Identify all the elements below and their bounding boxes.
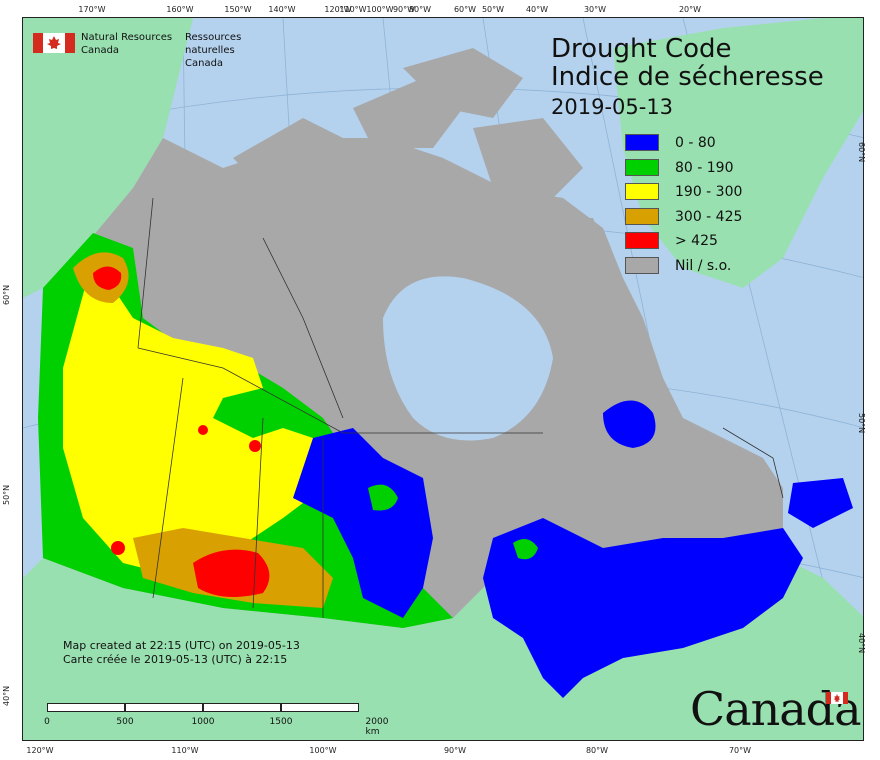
tick-bottom-label: 110°W xyxy=(171,746,199,755)
scale-label: 2000 km xyxy=(365,717,389,737)
tick-top-label: 30°W xyxy=(583,5,607,14)
legend-label: 300 - 425 xyxy=(675,208,743,225)
zone-blue-labrador xyxy=(603,400,656,448)
map-frame[interactable] xyxy=(22,17,864,741)
tick-top-label: 150°W xyxy=(224,5,252,14)
tick-top-label: 80°W xyxy=(408,5,432,14)
tick-top-label: 100°W xyxy=(366,5,394,14)
scale-segment xyxy=(125,703,203,712)
legend-item: 0 - 80 xyxy=(625,134,805,159)
tick-right-label: 40°N xyxy=(857,633,866,654)
tick-top-label: 120°W xyxy=(324,5,352,14)
tick-left-label: 60°N xyxy=(2,284,11,305)
tick-top-label: 170°W xyxy=(78,5,106,14)
tick-top-label: 50°W xyxy=(481,5,505,14)
map-date: 2019-05-13 xyxy=(551,95,674,119)
zone-blue-manitoba xyxy=(293,428,433,618)
tick-bottom-label: 120°W xyxy=(26,746,54,755)
drought-map xyxy=(23,18,863,740)
legend-label: 0 - 80 xyxy=(675,135,716,151)
legend-item: 300 - 425 xyxy=(625,207,805,233)
zone-yellow-west xyxy=(63,258,323,578)
tick-bottom-label: 100°W xyxy=(309,746,337,755)
scale-segment xyxy=(281,703,359,712)
scale-segment xyxy=(47,703,125,712)
zone-red-spot-1 xyxy=(249,440,261,452)
agency-fr-line1: Ressources naturelles xyxy=(185,32,242,56)
legend: 0 - 80 80 - 190 190 - 300 300 - 425 > 42… xyxy=(625,134,805,281)
tick-top-label: 40°W xyxy=(525,5,549,14)
tick-top-label: 60°W xyxy=(453,5,477,14)
tick-top-label: 160°W xyxy=(166,5,194,14)
zone-blue-newfoundland xyxy=(788,478,853,528)
legend-item: Nil / s.o. xyxy=(625,256,805,282)
scale-label: 1500 xyxy=(269,717,293,727)
agency-name-fr: Ressources naturelles Canada xyxy=(185,31,243,70)
tick-top-label: 90°W xyxy=(392,5,416,14)
zone-blue-ontario-quebec xyxy=(483,518,803,698)
legend-item: 190 - 300 xyxy=(625,183,805,208)
agency-en-line2: Canada xyxy=(81,45,120,56)
tick-top-label: 20°W xyxy=(678,5,702,14)
tick-top-label: 110°W xyxy=(339,5,367,14)
legend-label: 80 - 190 xyxy=(675,159,734,176)
greenland-land xyxy=(613,18,863,288)
map-credit: Map created at 22:15 (UTC) on 2019-05-13… xyxy=(63,639,300,667)
wordmark-flag-icon xyxy=(826,692,848,704)
zone-red-spot-3 xyxy=(111,541,125,555)
canada-flag-icon xyxy=(33,33,75,53)
map-title-fr: Indice de sécheresse xyxy=(551,62,824,92)
scale-label: 0 xyxy=(44,717,50,727)
legend-swatch xyxy=(625,232,659,249)
tick-bottom-label: 80°W xyxy=(585,746,609,755)
hudson-bay xyxy=(383,276,553,441)
tick-left-label: 50°N xyxy=(2,484,11,505)
zone-red-north xyxy=(93,266,122,290)
tick-right-label: 60°N xyxy=(857,142,866,163)
tick-right-label: 50°N xyxy=(857,413,866,434)
tick-left-label: 40°N xyxy=(2,685,11,706)
legend-swatch xyxy=(625,183,659,200)
legend-item: 80 - 190 xyxy=(625,158,805,184)
legend-swatch xyxy=(625,256,659,274)
agency-fr-line2: Canada xyxy=(185,58,224,69)
legend-swatch xyxy=(625,158,659,176)
zone-green-ontario xyxy=(513,539,538,560)
legend-swatch xyxy=(625,134,659,151)
map-title-en: Drought Code xyxy=(551,34,732,64)
credit-line-en: Map created at 22:15 (UTC) on 2019-05-13 xyxy=(63,639,300,652)
scale-label: 500 xyxy=(116,717,134,727)
credit-line-fr: Carte créée le 2019-05-13 (UTC) à 22:15 xyxy=(63,653,288,666)
scale-bar: 0 500 1000 1500 2000 km xyxy=(44,703,388,737)
tick-bottom-label: 90°W xyxy=(443,746,467,755)
legend-label: 190 - 300 xyxy=(675,184,743,200)
scale-label: 1000 xyxy=(191,717,215,727)
legend-label: > 425 xyxy=(675,233,718,249)
legend-label: Nil / s.o. xyxy=(675,257,732,274)
tick-bottom-label: 70°W xyxy=(728,746,752,755)
tick-top-label: 140°W xyxy=(268,5,296,14)
zone-red-spot-2 xyxy=(198,425,208,435)
legend-swatch xyxy=(625,207,659,225)
scale-segment xyxy=(203,703,281,712)
agency-en-line1: Natural Resources xyxy=(81,32,173,43)
arctic-islands xyxy=(233,48,613,298)
canada-wordmark: Canada xyxy=(690,682,862,736)
agency-name-en: Natural Resources Canada xyxy=(81,31,172,57)
agency-signature: Natural Resources Canada Ressources natu… xyxy=(33,31,243,69)
zone-red-prairie xyxy=(193,549,270,597)
legend-item: > 425 xyxy=(625,232,805,257)
zone-green-manitoba xyxy=(368,484,398,511)
alaska-land xyxy=(23,18,193,298)
provincial-boundaries xyxy=(137,197,784,618)
